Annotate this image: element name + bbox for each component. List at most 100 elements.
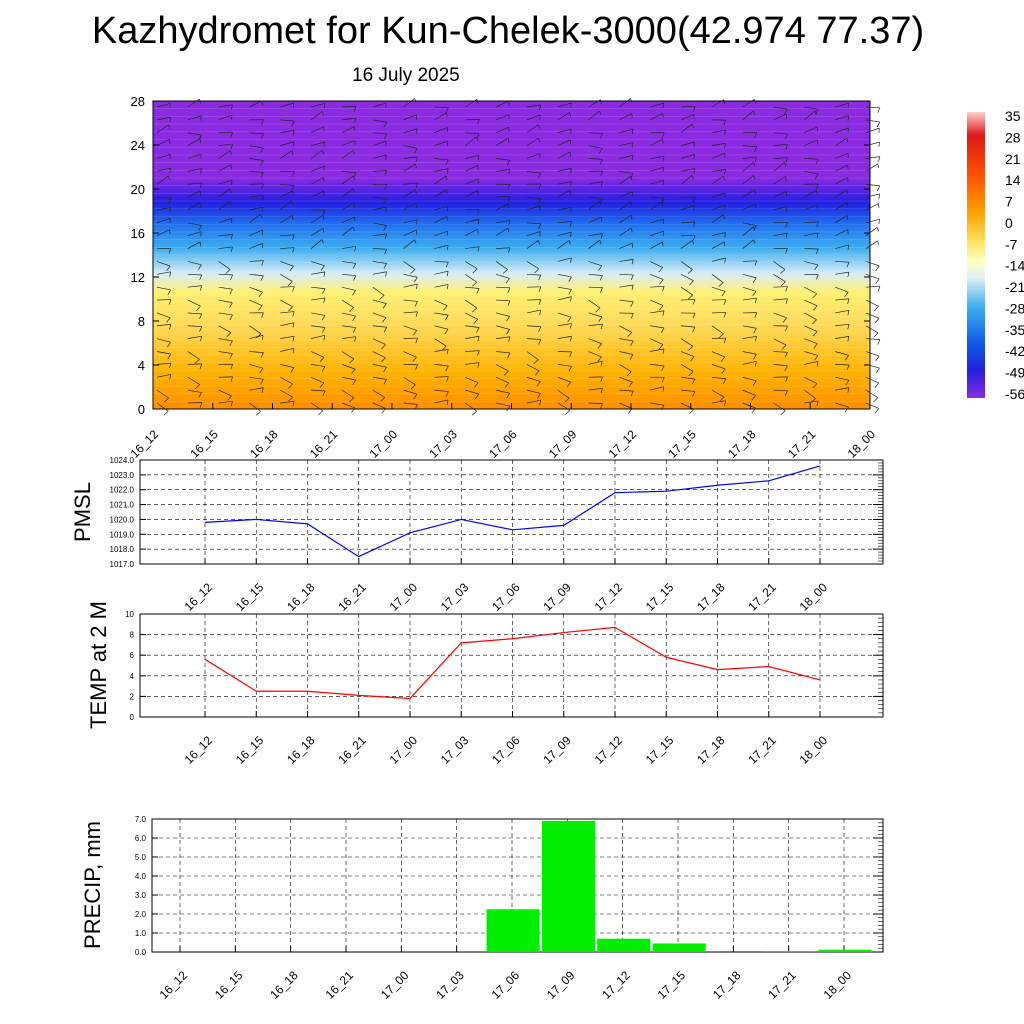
wind-barb [187,132,202,136]
wind-barb-flag [846,189,849,195]
wind-barb [865,163,878,172]
wind-barb-flag [751,407,757,413]
wind-barb [311,297,326,301]
wind-barb-flag [168,198,172,204]
wind-barb [280,322,295,327]
wind-barb [434,230,448,237]
wind-barb-flag [200,336,202,342]
wind-barb-flag [878,156,881,162]
ytick-label: 1021.0 [110,501,135,510]
wind-barb [834,189,848,198]
wind-barb-flag [385,102,387,108]
wind-barb-flag [753,328,757,334]
ytick-label: 1.0 [135,929,147,938]
wind-barb [619,227,632,236]
wind-barb [496,402,510,407]
wind-barb [588,110,600,121]
wind-barb [341,364,356,370]
wind-barb [711,389,725,398]
wind-barb [865,351,880,357]
wind-barb [773,274,786,282]
wind-barb-flag [538,326,542,332]
wind-barb [156,286,171,291]
wind-barb-flag [753,175,756,180]
wind-barb-flag [878,286,881,292]
wind-barb-flag [533,359,539,365]
wind-barb-flag [446,284,449,290]
wind-barb-flag [476,288,480,294]
xtick-label: 17_15 [655,968,689,1002]
wind-barb-flag [877,163,880,169]
wind-barb [711,400,726,404]
wind-barb-flag [414,98,417,103]
wind-barb-flag [569,112,571,117]
panel-ylabel: PMSL [70,482,95,542]
heatmap-ytick-label: 8 [138,314,145,329]
wind-barb-flag [446,206,449,212]
wind-barb-flag [383,327,388,333]
wind-barb [372,271,387,275]
wind-barb [835,336,850,339]
wind-barb-flag [323,103,326,109]
wind-barb-flag [600,388,603,394]
wind-barb-flag [662,286,665,292]
xtick-label: 16_12 [182,580,216,614]
wind-barb [249,299,263,306]
wind-barb-flag [323,177,325,183]
wind-barb [495,137,509,146]
wind-barb [557,286,572,290]
ytick-label: 1024.0 [110,456,135,465]
wind-barb-flag [691,175,694,180]
wind-barb-flag [723,119,727,126]
wind-barb [650,310,665,314]
colorbar-label: 0 [1005,215,1013,231]
wind-barb-flag [415,156,418,163]
wind-barb [865,183,880,187]
wind-barb [835,323,850,327]
wind-barb [680,402,694,410]
wind-barb [588,273,603,276]
wind-barb [804,400,819,404]
wind-barb [804,158,819,160]
wind-barb [711,325,724,335]
wind-barb [496,299,511,302]
wind-barb [711,376,726,380]
wind-barb-flag [723,241,726,247]
wind-barb-flag [724,169,727,175]
wind-barb [619,128,634,134]
wind-barb [681,376,695,380]
wind-barb [619,338,634,342]
wind-barb [280,183,295,187]
ytick-label: 0.0 [135,948,147,957]
wind-barb-flag [599,240,602,245]
wind-barb [465,325,480,328]
wind-barb-flag [169,103,171,109]
colorbar-label: 14 [1005,172,1021,188]
wind-barb [619,351,634,355]
wind-barb [465,246,480,249]
wind-barb-flag [816,190,818,195]
heatmap-xtick-label: 17_12 [606,427,640,461]
wind-barb [280,347,295,352]
wind-barb-flag [754,297,757,304]
wind-barb [680,240,693,249]
wind-barb-flag [229,340,233,346]
wind-barb [249,100,263,108]
wind-barb-flag [384,170,388,176]
colorbar-label: -56 [1005,386,1024,402]
wind-barb-flag [229,289,233,295]
wind-barb [804,106,819,110]
wind-barb-flag [292,348,295,354]
wind-barb [311,325,326,328]
wind-barb-flag [289,265,294,272]
wind-barb-flag [506,405,511,412]
wind-barb-flag [230,274,233,281]
xtick-label: 18_00 [797,733,831,767]
wind-barb [835,351,849,356]
wind-barb [557,335,572,339]
wind-barb-flag [382,317,387,323]
wind-barb [341,216,355,224]
wind-barb-flag [599,200,602,206]
wind-barb-flag [167,289,172,296]
